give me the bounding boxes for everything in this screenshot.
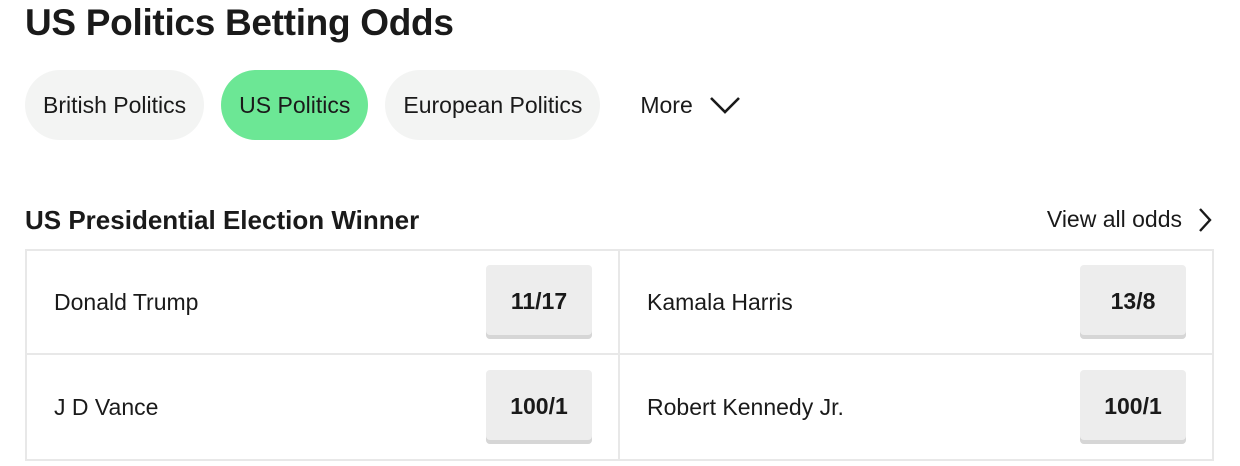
odds-grid: Donald Trump 11/17 Kamala Harris 13/8 J … bbox=[25, 249, 1214, 461]
odds-button[interactable]: 13/8 bbox=[1080, 265, 1186, 339]
market-title: US Presidential Election Winner bbox=[25, 205, 420, 235]
runner-name: Robert Kennedy Jr. bbox=[647, 393, 844, 420]
chevron-down-icon bbox=[709, 97, 740, 114]
view-all-odds-label: View all odds bbox=[1046, 206, 1182, 232]
runner-row: Robert Kennedy Jr. 100/1 bbox=[620, 355, 1212, 459]
tab-us-politics[interactable]: US Politics bbox=[221, 70, 369, 140]
view-all-odds-link[interactable]: View all odds bbox=[1047, 206, 1212, 233]
more-label: More bbox=[640, 91, 693, 118]
runner-name: J D Vance bbox=[54, 393, 159, 420]
category-tabs: British Politics US Politics European Po… bbox=[25, 70, 741, 140]
tab-european-politics[interactable]: European Politics bbox=[385, 70, 601, 140]
more-dropdown-button[interactable]: More bbox=[617, 70, 740, 140]
runner-name: Donald Trump bbox=[54, 288, 199, 315]
odds-button[interactable]: 11/17 bbox=[486, 265, 592, 339]
tab-british-politics[interactable]: British Politics bbox=[25, 70, 205, 140]
runner-name: Kamala Harris bbox=[647, 288, 793, 315]
chevron-right-icon bbox=[1199, 207, 1212, 232]
runner-row: Donald Trump 11/17 bbox=[27, 251, 620, 355]
page-title: US Politics Betting Odds bbox=[25, 2, 454, 43]
odds-button[interactable]: 100/1 bbox=[1080, 370, 1186, 444]
runner-row: J D Vance 100/1 bbox=[27, 355, 620, 459]
odds-button[interactable]: 100/1 bbox=[486, 370, 592, 444]
runner-row: Kamala Harris 13/8 bbox=[620, 251, 1212, 355]
